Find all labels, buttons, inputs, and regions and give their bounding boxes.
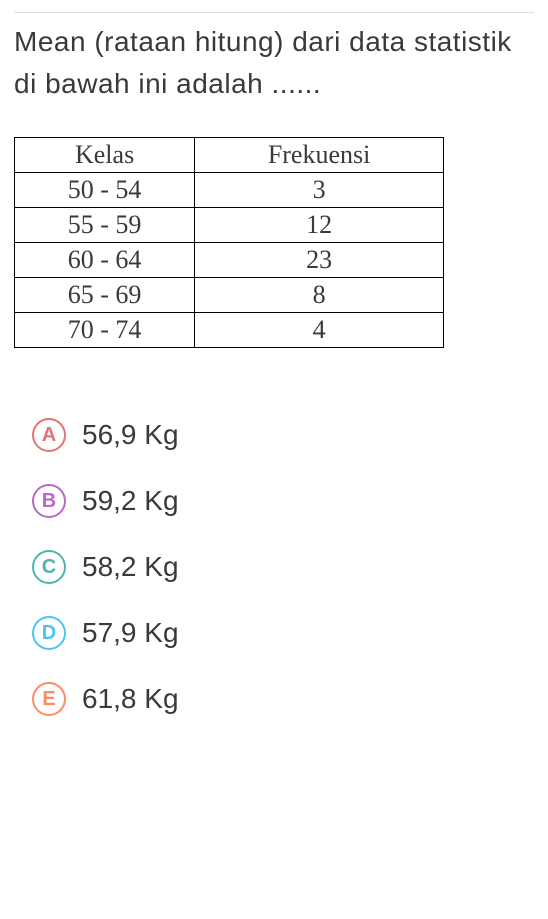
cell-kelas: 60 - 64 <box>15 243 195 278</box>
cell-frek: 23 <box>195 243 444 278</box>
table-row: 50 - 54 3 <box>15 173 444 208</box>
header-kelas: Kelas <box>15 138 195 173</box>
options-list: A 56,9 Kg B 59,2 Kg C 58,2 Kg D 57,9 Kg … <box>14 418 534 716</box>
option-text-a: 56,9 Kg <box>82 419 179 451</box>
cell-frek: 8 <box>195 278 444 313</box>
option-letter-a: A <box>32 418 66 452</box>
table-row: 55 - 59 12 <box>15 208 444 243</box>
option-d[interactable]: D 57,9 Kg <box>32 616 534 650</box>
option-text-e: 61,8 Kg <box>82 683 179 715</box>
question-text: Mean (rataan hitung) dari data statistik… <box>14 12 534 105</box>
table-row: 70 - 74 4 <box>15 313 444 348</box>
option-letter-b: B <box>32 484 66 518</box>
option-b[interactable]: B 59,2 Kg <box>32 484 534 518</box>
option-letter-d: D <box>32 616 66 650</box>
frequency-table: Kelas Frekuensi 50 - 54 3 55 - 59 12 60 … <box>14 137 444 348</box>
option-a[interactable]: A 56,9 Kg <box>32 418 534 452</box>
table-header-row: Kelas Frekuensi <box>15 138 444 173</box>
option-text-c: 58,2 Kg <box>82 551 179 583</box>
cell-frek: 4 <box>195 313 444 348</box>
header-frekuensi: Frekuensi <box>195 138 444 173</box>
option-e[interactable]: E 61,8 Kg <box>32 682 534 716</box>
cell-frek: 3 <box>195 173 444 208</box>
option-text-b: 59,2 Kg <box>82 485 179 517</box>
option-c[interactable]: C 58,2 Kg <box>32 550 534 584</box>
option-letter-c: C <box>32 550 66 584</box>
cell-kelas: 55 - 59 <box>15 208 195 243</box>
cell-kelas: 50 - 54 <box>15 173 195 208</box>
cell-kelas: 65 - 69 <box>15 278 195 313</box>
table-row: 60 - 64 23 <box>15 243 444 278</box>
table-row: 65 - 69 8 <box>15 278 444 313</box>
cell-kelas: 70 - 74 <box>15 313 195 348</box>
option-letter-e: E <box>32 682 66 716</box>
cell-frek: 12 <box>195 208 444 243</box>
option-text-d: 57,9 Kg <box>82 617 179 649</box>
